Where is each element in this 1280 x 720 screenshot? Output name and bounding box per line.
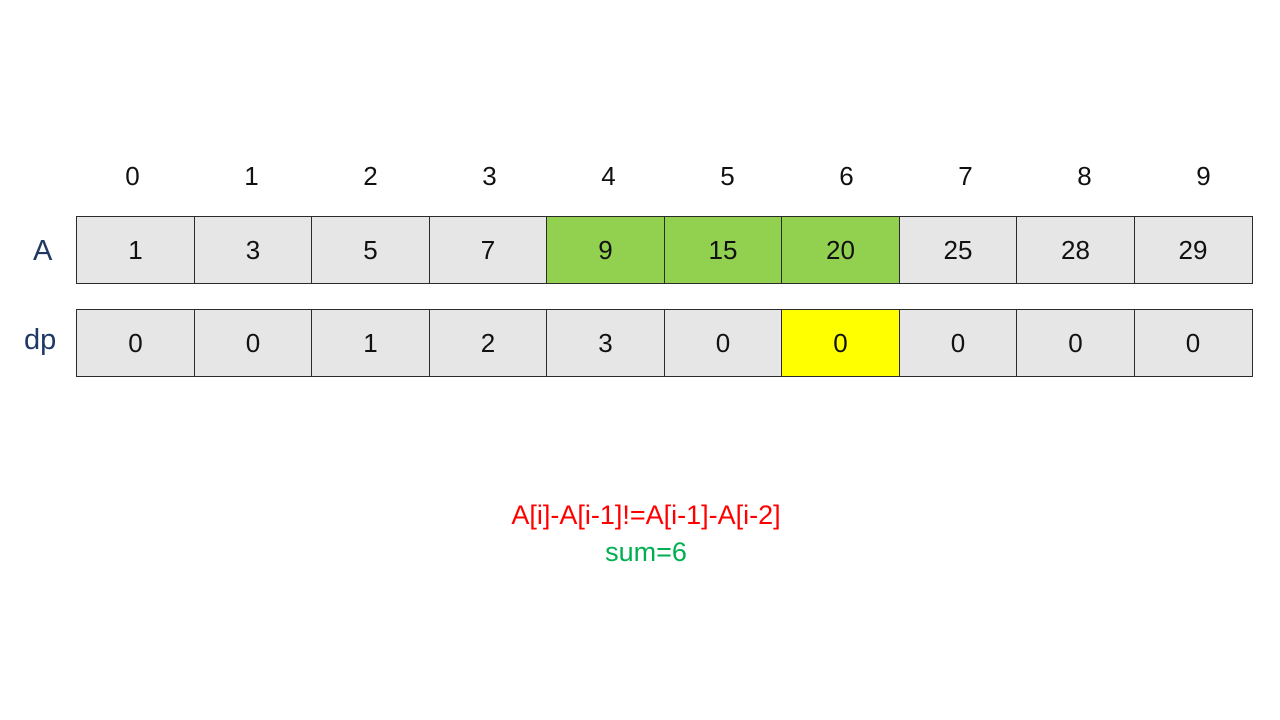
row-label-dp: dp [24, 324, 57, 356]
dp-cell-4: 3 [546, 309, 665, 377]
a-cell-6: 20 [781, 216, 900, 284]
index-5: 5 [720, 161, 735, 191]
index-row: 0 1 2 3 4 5 6 7 8 9 [73, 156, 1263, 196]
dp-cell-7: 0 [898, 309, 1018, 377]
index-3: 3 [482, 161, 497, 191]
array-a: 1 3 5 7 9 15 20 25 28 29 [76, 216, 1266, 284]
dp-cell-5: 0 [663, 309, 783, 377]
index-9: 9 [1196, 161, 1211, 191]
a-cell-8: 28 [1016, 216, 1135, 284]
row-label-a: A [33, 235, 53, 267]
dp-cell-9: 0 [1133, 309, 1253, 377]
dp-cell-1: 0 [193, 309, 313, 377]
index-7: 7 [958, 161, 973, 191]
dp-cell-8: 0 [1016, 309, 1135, 377]
index-8: 8 [1077, 161, 1092, 191]
dp-cell-3: 2 [428, 309, 548, 377]
a-cell-1: 3 [193, 216, 313, 284]
a-cell-9: 29 [1133, 216, 1253, 284]
dp-cell-6: 0 [781, 309, 900, 377]
index-6: 6 [839, 161, 854, 191]
dp-cell-0: 0 [76, 309, 195, 377]
index-4: 4 [601, 161, 616, 191]
a-cell-5: 15 [663, 216, 783, 284]
a-cell-3: 7 [428, 216, 548, 284]
condition-formula: A[i]-A[i-1]!=A[i-1]-A[i-2] [511, 500, 781, 530]
index-0: 0 [125, 161, 140, 191]
dp-cell-2: 1 [311, 309, 430, 377]
a-cell-2: 5 [311, 216, 430, 284]
index-1: 1 [244, 161, 259, 191]
array-dp: 0 0 1 2 3 0 0 0 0 0 [76, 309, 1267, 377]
a-cell-4: 9 [546, 216, 665, 284]
index-2: 2 [363, 161, 378, 191]
a-cell-7: 25 [898, 216, 1018, 284]
sum-value: sum=6 [605, 537, 687, 567]
a-cell-0: 1 [76, 216, 195, 284]
